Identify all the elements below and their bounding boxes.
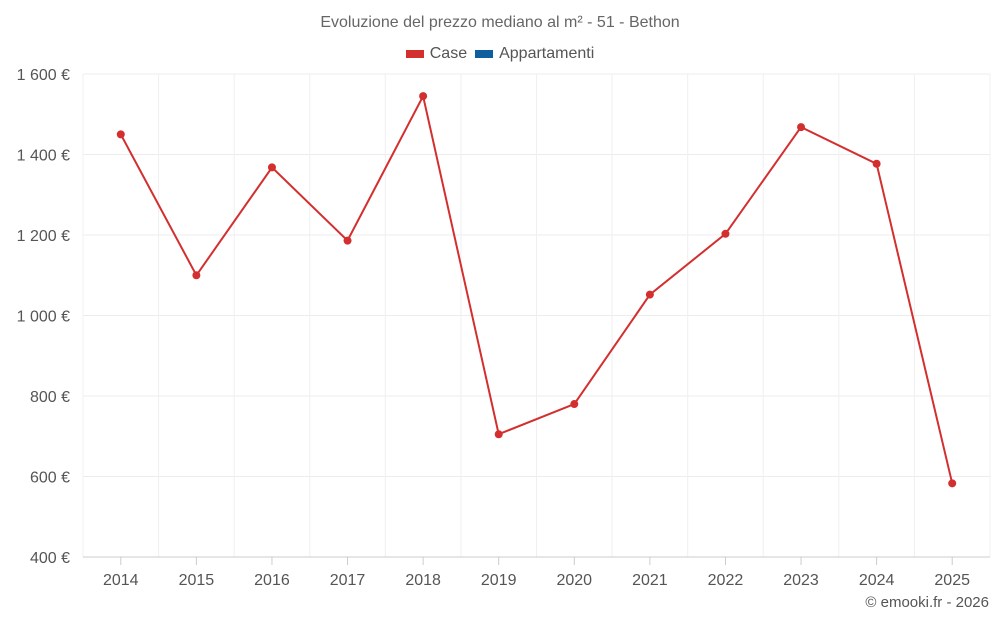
legend-label-case: Case xyxy=(429,45,468,62)
data-point[interactable] xyxy=(570,400,579,409)
data-point[interactable] xyxy=(116,130,125,139)
x-tick-label: 2018 xyxy=(405,572,441,589)
credit-text: © emooki.fr - 2026 xyxy=(865,594,989,611)
data-point[interactable] xyxy=(494,430,503,439)
series-layer xyxy=(116,92,957,488)
grid-layer xyxy=(82,73,991,557)
data-point[interactable] xyxy=(645,290,654,299)
x-tick-label: 2020 xyxy=(556,572,592,589)
data-point[interactable] xyxy=(192,271,201,280)
legend-label-appartamenti: Appartamenti xyxy=(499,45,595,62)
legend-swatch-case xyxy=(405,50,424,58)
legend-swatch-appartamenti xyxy=(475,50,494,58)
data-point[interactable] xyxy=(872,159,881,168)
legend: Case Appartamenti xyxy=(0,45,1000,63)
x-tick-label: 2017 xyxy=(330,572,366,589)
x-tick-label: 2025 xyxy=(934,572,970,589)
series-line-0 xyxy=(119,93,954,484)
x-tick-label: 2022 xyxy=(708,572,744,589)
x-tick-label: 2024 xyxy=(859,572,895,589)
data-point[interactable] xyxy=(419,92,428,101)
axis-layer: 400 € 600 € 800 € 1 000 € 1 200 € 1 400 € 1 60… xyxy=(17,67,990,589)
legend-item-appartamenti[interactable]: Appartamenti xyxy=(475,45,594,63)
x-tick-label: 2023 xyxy=(783,572,819,589)
x-tick-label: 2019 xyxy=(481,572,517,589)
chart-title: Evoluzione del prezzo mediano al m² - 51… xyxy=(320,14,680,31)
x-tick-label: 2014 xyxy=(103,572,139,589)
y-tick-label: 1 400 € xyxy=(17,148,70,165)
y-tick-label: 1 200 € xyxy=(17,228,70,245)
data-point[interactable] xyxy=(948,479,957,488)
data-point[interactable] xyxy=(721,229,730,238)
x-tick-label: 2021 xyxy=(632,572,668,589)
y-tick-label: 800 € xyxy=(30,389,70,406)
x-tick-label: 2016 xyxy=(254,572,290,589)
y-tick-label: 1 600 € xyxy=(17,67,70,84)
data-point[interactable] xyxy=(797,123,806,132)
data-point[interactable] xyxy=(343,236,352,245)
data-point[interactable] xyxy=(267,163,276,172)
y-tick-label: 1 000 € xyxy=(17,309,70,326)
legend-item-case[interactable]: Case xyxy=(405,45,468,63)
y-tick-label: 400 € xyxy=(30,550,70,567)
y-tick-label: 600 € xyxy=(30,470,70,487)
x-tick-label: 2015 xyxy=(179,572,215,589)
